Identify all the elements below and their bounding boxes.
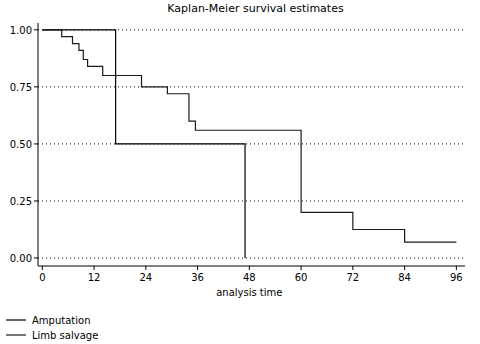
- y-tick: [34, 143, 38, 144]
- series-group: [42, 30, 456, 258]
- x-tick: [145, 266, 146, 270]
- x-tick-label: 72: [346, 272, 359, 283]
- x-tick-label: 0: [39, 272, 45, 283]
- legend-key: [6, 334, 26, 335]
- grid-line: [38, 200, 465, 201]
- y-tick: [34, 200, 38, 201]
- x-axis-label: analysis time: [216, 287, 282, 298]
- x-tick: [42, 266, 43, 270]
- y-tick-label: 0.50: [10, 139, 32, 150]
- legend-label: Limb salvage: [32, 330, 98, 341]
- x-tick: [352, 266, 353, 270]
- x-tick: [456, 266, 457, 270]
- y-tick-label: 0.75: [10, 82, 32, 93]
- x-tick: [197, 266, 198, 270]
- x-tick: [249, 266, 250, 270]
- grid-line: [38, 258, 465, 259]
- y-tick-label: 0.25: [10, 196, 32, 207]
- y-tick-label: 0.00: [10, 253, 32, 264]
- y-tick-label: 1.00: [10, 25, 32, 36]
- x-axis: [38, 266, 465, 267]
- legend-key: [6, 319, 26, 320]
- x-tick-label: 96: [450, 272, 463, 283]
- x-tick-label: 84: [398, 272, 411, 283]
- survival-curve: [42, 30, 456, 242]
- y-tick: [34, 29, 38, 30]
- x-tick: [404, 266, 405, 270]
- x-tick-label: 12: [88, 272, 101, 283]
- grid-line: [38, 86, 465, 87]
- x-tick: [301, 266, 302, 270]
- x-tick-label: 36: [191, 272, 204, 283]
- y-axis: [38, 23, 39, 266]
- x-tick-label: 24: [139, 272, 152, 283]
- x-tick-label: 60: [295, 272, 308, 283]
- legend-label: Amputation: [32, 315, 90, 326]
- chart: Kaplan-Meier survival estimates 0.00 0.25 0…: [0, 0, 480, 344]
- x-tick: [94, 266, 95, 270]
- survival-curve: [42, 30, 245, 258]
- x-tick-label: 48: [243, 272, 256, 283]
- y-tick: [34, 86, 38, 87]
- title: Kaplan-Meier survival estimates: [167, 2, 344, 15]
- grid-line: [38, 143, 465, 144]
- y-tick: [34, 258, 38, 259]
